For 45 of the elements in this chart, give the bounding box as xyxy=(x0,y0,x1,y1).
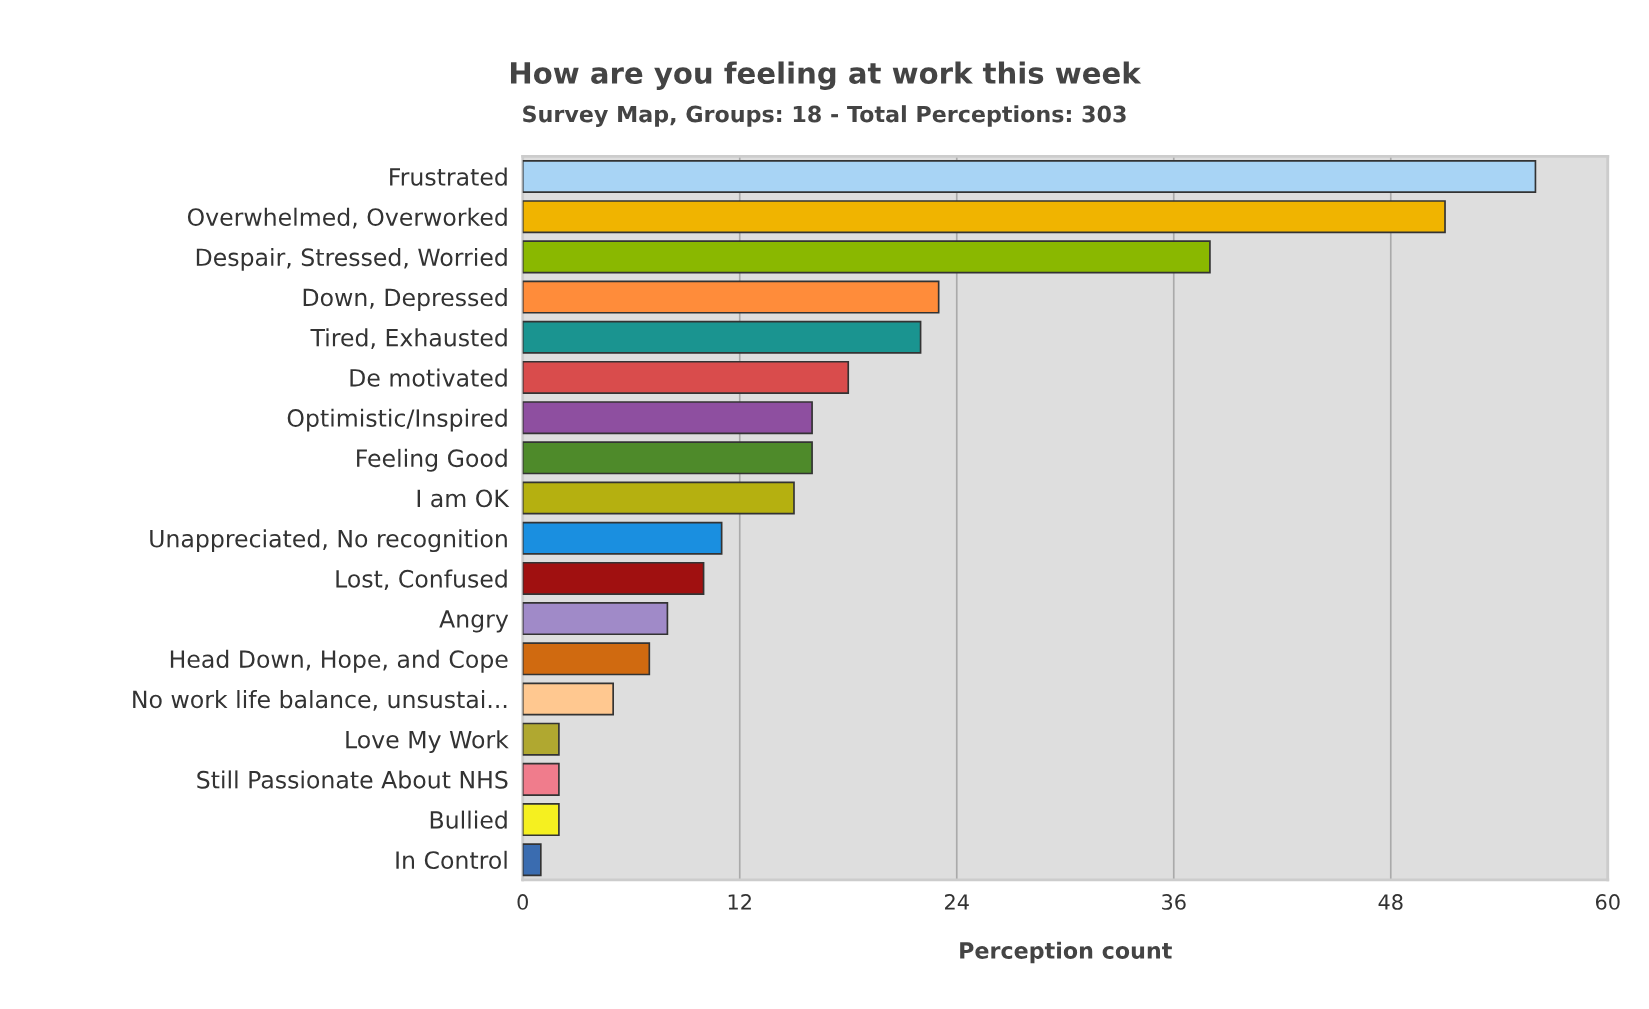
bar xyxy=(522,200,1446,234)
bar xyxy=(522,561,705,595)
bar xyxy=(522,843,542,877)
y-tick-label: Head Down, Hope, and Cope xyxy=(170,649,508,673)
x-tick-label: 12 xyxy=(728,894,751,910)
bar xyxy=(522,481,795,515)
chart-title: How are you feeling at work this week xyxy=(510,61,1142,90)
y-tick-label: I am OK xyxy=(417,489,510,508)
bar xyxy=(522,320,922,354)
x-tick-label: 24 xyxy=(945,894,969,910)
x-tick-label: 36 xyxy=(1162,894,1186,910)
bar xyxy=(522,682,614,716)
y-tick-label: In Control xyxy=(396,850,507,870)
bar xyxy=(522,602,669,636)
bar xyxy=(522,280,940,314)
bar xyxy=(522,722,560,756)
y-tick-label: Despair, Stressed, Worried xyxy=(196,247,507,271)
y-tick-label: Still Passionate About NHS xyxy=(197,770,508,789)
bar xyxy=(522,642,651,676)
y-tick-label: Overwhelmed, Overworked xyxy=(187,207,507,229)
y-tick-label: Frustrated xyxy=(390,167,507,186)
y-tick-label: Tired, Exhausted xyxy=(310,328,507,349)
x-tick-label: 48 xyxy=(1378,894,1403,910)
y-tick-label: Lost, Confused xyxy=(336,569,507,591)
bar xyxy=(522,401,813,435)
bar xyxy=(522,803,560,837)
bar xyxy=(522,159,1537,194)
y-tick-label: Angry xyxy=(439,610,509,633)
bar xyxy=(522,441,813,475)
bar xyxy=(522,360,850,394)
y-tick-label: Love My Work xyxy=(346,730,509,754)
x-tick-label: 60 xyxy=(1595,894,1620,910)
bar xyxy=(522,762,560,796)
y-tick-label: Feeling Good xyxy=(357,448,507,472)
y-tick-label: No work life balance, unsustai... xyxy=(133,690,507,711)
y-tick-label: Down, Depressed xyxy=(303,288,507,311)
bar xyxy=(522,521,723,555)
chart-subtitle: Survey Map, Groups: 18 - Total Perceptions: 303 xyxy=(523,105,1126,127)
x-tick-label: 0 xyxy=(517,894,528,910)
y-tick-label: Bullied xyxy=(430,810,507,829)
y-tick-label: De motivated xyxy=(350,368,507,387)
x-axis-title: Perception count xyxy=(960,941,1172,964)
y-tick-label: Unappreciated, No recognition xyxy=(150,529,507,553)
y-tick-label: Optimistic/Inspired xyxy=(287,408,507,432)
bar xyxy=(522,240,1211,274)
